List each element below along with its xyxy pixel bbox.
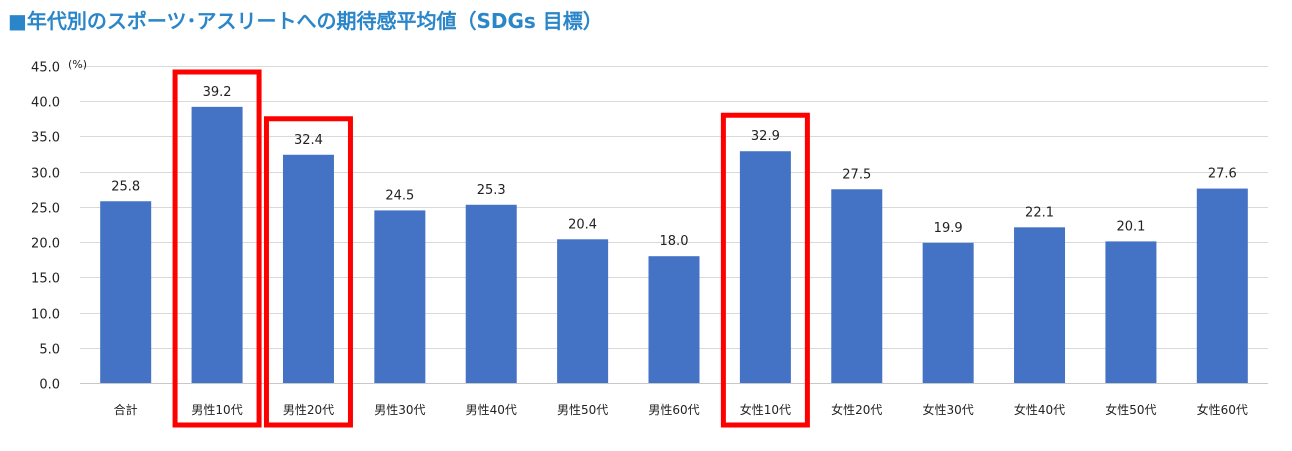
highlight-box (263, 116, 353, 428)
bar-value-label: 27.6 (1208, 167, 1237, 182)
bar-value-label: 22.1 (1025, 205, 1054, 220)
y-tick-label: 20.0 (31, 237, 60, 252)
bar-value-label: 19.9 (934, 221, 963, 236)
y-tick-label: 25.0 (31, 202, 60, 217)
x-tick-label: 女性20代 (831, 402, 882, 417)
bar (557, 239, 609, 383)
highlight-boxes (172, 69, 810, 428)
x-tick-label: 男性10代 (191, 403, 242, 417)
bar-value-label: 32.9 (751, 129, 780, 144)
bar (191, 106, 243, 383)
x-tick-label: 男性60代 (648, 403, 699, 417)
x-tick-label: 男性40代 (466, 403, 517, 417)
bar-value-label: 32.4 (294, 133, 323, 148)
bar (922, 242, 974, 383)
value-labels: 25.8 39.2 32.4 24.5 25.3 20.4 18.0 32.9 27.5 19.9… (111, 85, 1237, 249)
bar (831, 189, 883, 383)
y-tick-label: 15.0 (31, 272, 60, 287)
x-tick-label: 女性50代 (1105, 402, 1156, 417)
highlight-box (720, 112, 810, 428)
y-axis-ticks: 0.0 5.0 10.0 15.0 20.0 25.0 30.0 35.0 40.0 45.0 (31, 61, 60, 393)
bar (648, 256, 700, 383)
y-tick-label: 35.0 (31, 131, 60, 146)
x-tick-label: 女性10代 (740, 402, 791, 417)
bar-value-label: 39.2 (203, 85, 232, 100)
x-axis-ticks: 合計 男性10代 男性20代 男性30代 男性40代 男性50代 男性60代 女性10代 女性2… (114, 402, 1248, 417)
bar-value-label: 20.1 (1116, 219, 1145, 234)
y-tick-label: 0.0 (39, 378, 60, 393)
x-tick-label: 男性20代 (283, 403, 334, 417)
highlight-box (172, 69, 262, 428)
bar (739, 151, 791, 383)
y-tick-label: 30.0 (31, 167, 60, 182)
x-tick-label: 男性50代 (557, 403, 608, 417)
y-axis-unit-label: (%) (68, 58, 87, 71)
y-tick-label: 5.0 (39, 343, 60, 358)
x-tick-label: 合計 (114, 402, 138, 417)
bar (1196, 188, 1248, 383)
page-title: ■年代別のスポーツ･アスリートへの期待感平均値（SDGs 目標） (8, 9, 603, 33)
bars (100, 106, 1248, 383)
bar-value-label: 25.8 (111, 179, 140, 194)
bar (282, 154, 334, 383)
y-tick-label: 45.0 (31, 61, 60, 76)
bar-value-label: 20.4 (568, 217, 597, 232)
y-tick-label: 10.0 (31, 308, 60, 323)
x-tick-label: 男性30代 (374, 403, 425, 417)
bar-value-label: 18.0 (660, 234, 689, 249)
bar (100, 201, 152, 383)
x-tick-label: 女性30代 (923, 402, 974, 417)
y-tick-label: 40.0 (31, 96, 60, 111)
x-tick-label: 女性60代 (1197, 402, 1248, 417)
bar-value-label: 25.3 (477, 183, 506, 198)
bar (1105, 241, 1157, 383)
bar-value-label: 27.5 (842, 167, 871, 182)
bar-value-label: 24.5 (385, 188, 414, 203)
bar (465, 204, 517, 383)
bar (374, 210, 426, 383)
x-tick-label: 女性40代 (1014, 402, 1065, 417)
bar (1014, 227, 1066, 383)
